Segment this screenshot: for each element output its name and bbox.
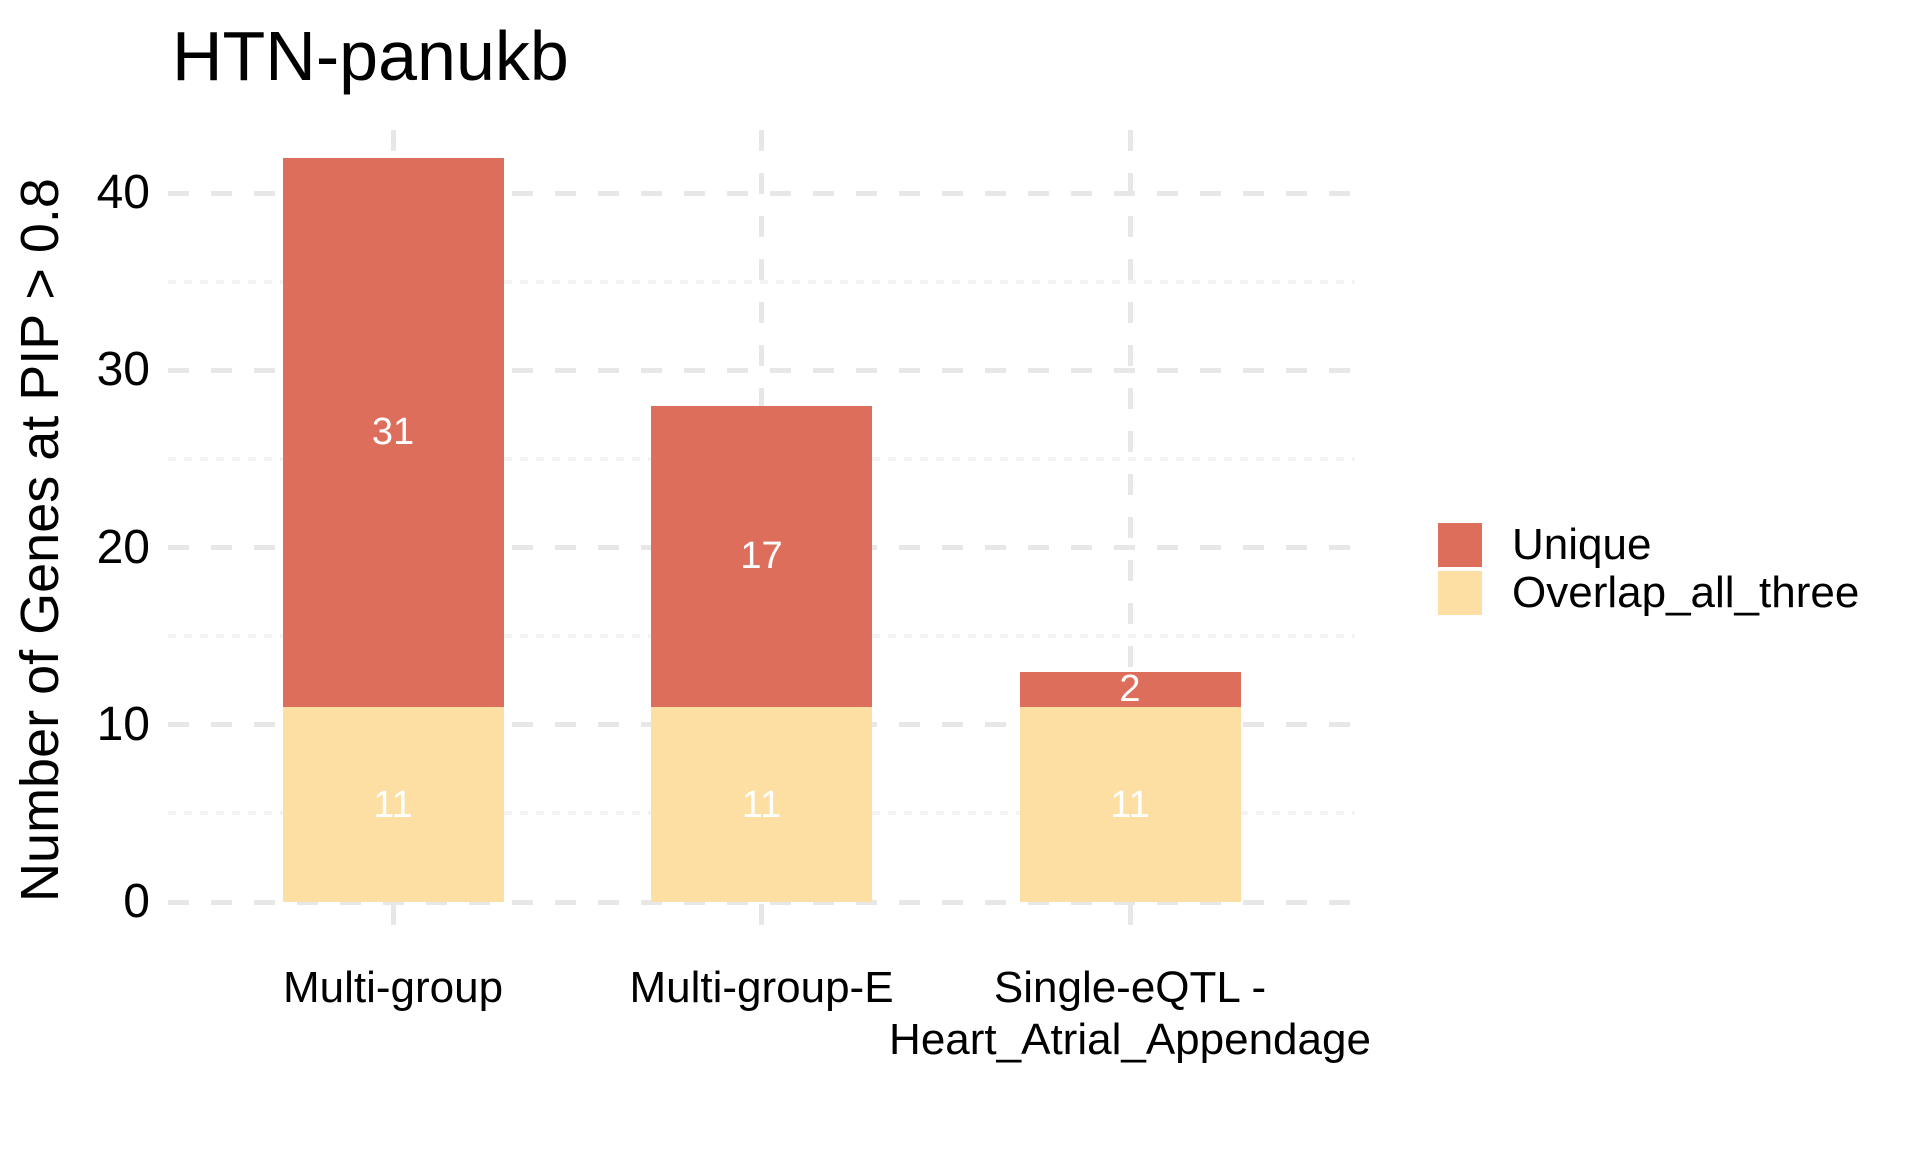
bar-segment-overlap_all_three: [282, 707, 504, 902]
x-tick-label: Multi-group-E: [629, 962, 893, 1014]
bar-segment-unique: [651, 405, 872, 708]
legend-item: Unique: [1438, 523, 1859, 567]
gridline-vertical: [1127, 130, 1133, 938]
bar-value-label: 11: [373, 783, 413, 826]
x-tick-label: Multi-group: [283, 962, 503, 1014]
y-tick-label: 30: [96, 343, 150, 397]
y-tick-label: 20: [96, 520, 150, 574]
legend-label: Unique: [1512, 520, 1652, 569]
bar-segment-overlap_all_three: [651, 707, 872, 902]
bar-value-label: 11: [1110, 783, 1150, 826]
bar-segment-unique: [282, 157, 504, 708]
legend-swatch: [1438, 523, 1482, 567]
bar-value-label: 17: [740, 535, 783, 578]
y-tick-label: 10: [96, 697, 150, 751]
legend: Unique Overlap_all_three: [1438, 523, 1859, 619]
x-tick-label-line: Heart_Atrial_Appendage: [889, 1014, 1371, 1064]
chart-title: HTN-panukb: [172, 17, 569, 95]
bar-value-label: 31: [371, 411, 415, 454]
x-tick-label-line: Multi-group: [282, 963, 504, 1012]
bar-segment-overlap_all_three: [1019, 707, 1241, 902]
legend-swatch: [1438, 571, 1482, 615]
y-tick-label: 0: [123, 875, 150, 928]
x-tick-label: Single-eQTL - Heart_Atrial_Appendage: [889, 962, 1371, 1066]
bar-value-label: 2: [1119, 668, 1141, 711]
legend-item: Overlap_all_three: [1438, 571, 1859, 615]
x-tick-label-line: Multi-group-E: [629, 963, 894, 1012]
bar-segment-unique: [1019, 671, 1241, 708]
x-tick-label-line: Single-eQTL -: [993, 963, 1267, 1012]
y-tick-label: 40: [96, 166, 150, 220]
legend-label: Overlap_all_three: [1512, 568, 1860, 617]
bar-value-label: 11: [741, 783, 782, 826]
